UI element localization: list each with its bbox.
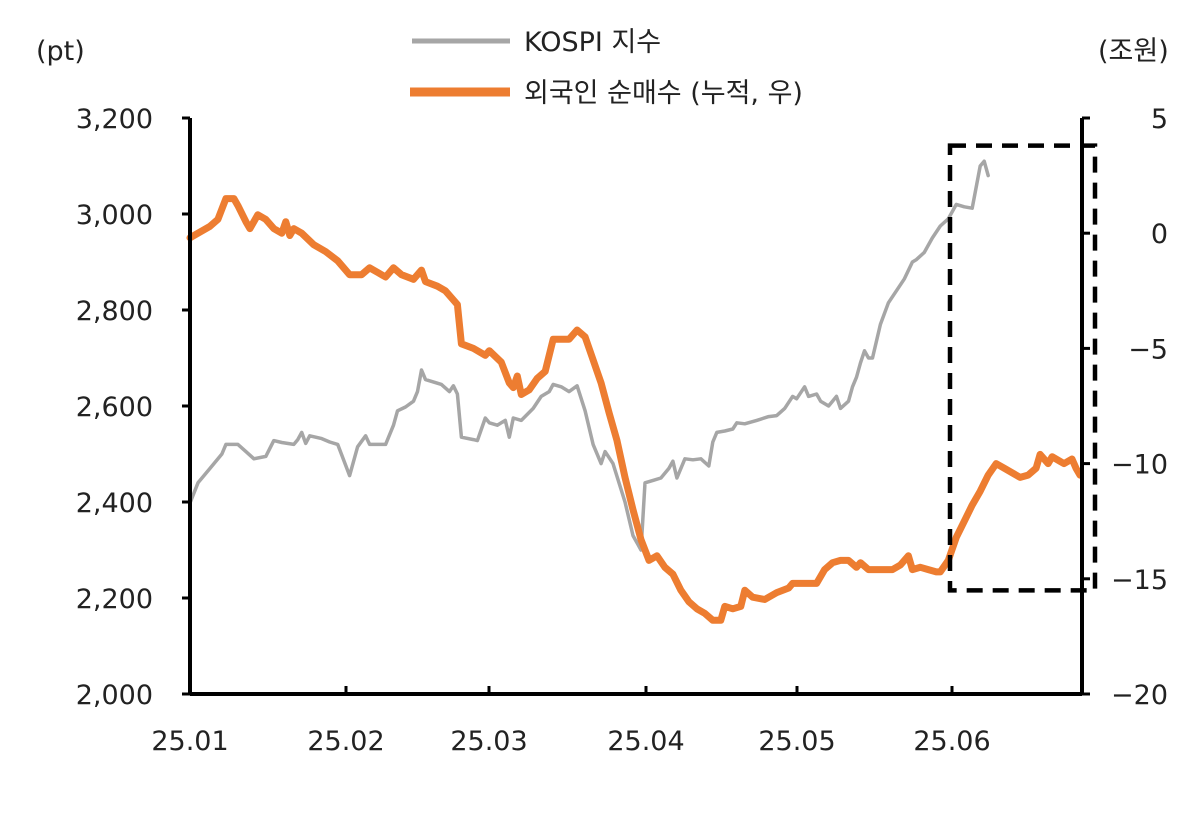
x-axis-tick-label: 25.03 [450,726,527,757]
left-axis-tick-label: 3,000 [76,200,153,231]
left-axis-tick-label: 2,400 [76,488,153,519]
legend-label-kospi: KOSPI 지수 [524,27,661,58]
axes [182,116,1090,696]
series-line-foreign-net-buy [186,195,1084,624]
left-axis-tick-label: 2,000 [76,680,153,711]
left-axis-tick-label: 2,800 [76,296,153,327]
x-axis-tick-label: 25.01 [151,726,228,757]
x-axis-tick-label: 25.05 [758,726,835,757]
right-axis-tick-label: 0 [1151,219,1168,250]
series-layer [186,159,1084,624]
x-axis-tick-label: 25.02 [307,726,384,757]
highlight-box [947,143,1098,593]
left-axis-tick-labels: 2,000 2,200 2,400 2,600 2,800 3,000 3,200 [76,104,153,711]
right-axis-tick-label: −15 [1111,565,1168,596]
left-axis-tick-label: 2,200 [76,584,153,615]
right-axis-tick-labels: −20 −15 −10 −5 0 5 [1111,104,1168,711]
right-axis-unit: (조원) [1098,36,1169,67]
x-axis-tick-label: 25.06 [913,726,990,757]
legend: KOSPI 지수 외국인 순매수 (누적, 우) [410,27,803,109]
left-axis-unit: (pt) [36,36,85,67]
right-axis-tick-label: −20 [1111,680,1168,711]
left-axis-tick-label: 3,200 [76,104,153,135]
x-axis-tick-labels: 25.01 25.02 25.03 25.04 25.05 25.06 [151,726,990,757]
right-axis-tick-label: −10 [1111,450,1168,481]
left-axis-tick-label: 2,600 [76,392,153,423]
series-line-kospi [188,159,990,552]
right-axis-tick-label: 5 [1151,104,1168,135]
x-axis-tick-label: 25.04 [607,726,684,757]
legend-label-foreign: 외국인 순매수 (누적, 우) [524,78,803,109]
right-axis-tick-label: −5 [1128,334,1168,365]
